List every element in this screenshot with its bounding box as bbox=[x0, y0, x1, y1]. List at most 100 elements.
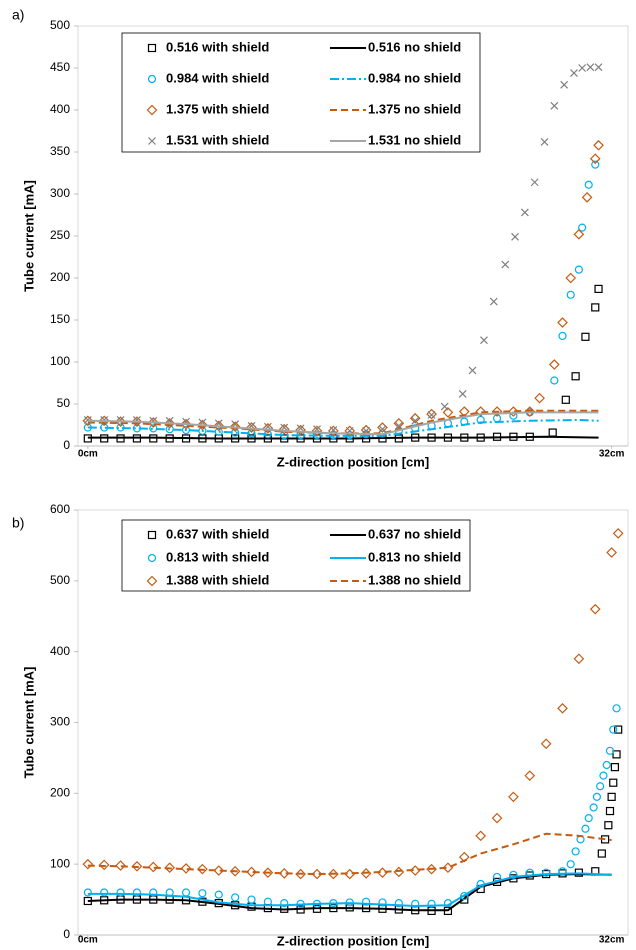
marker bbox=[213, 865, 225, 876]
legend-box bbox=[121, 32, 481, 153]
marker bbox=[198, 889, 207, 898]
marker bbox=[614, 725, 623, 734]
marker bbox=[378, 425, 387, 434]
marker bbox=[229, 421, 241, 433]
marker bbox=[280, 899, 289, 908]
marker bbox=[468, 366, 477, 375]
marker bbox=[584, 180, 593, 189]
marker bbox=[411, 416, 420, 425]
marker bbox=[458, 389, 467, 398]
marker bbox=[164, 862, 176, 874]
y-tick-label: 200 bbox=[50, 786, 70, 800]
marker bbox=[597, 849, 606, 858]
marker bbox=[475, 406, 487, 417]
legend-label: 1.375 no shield bbox=[368, 101, 461, 116]
marker bbox=[561, 395, 570, 404]
marker bbox=[295, 868, 306, 880]
marker bbox=[328, 425, 339, 437]
y-tick-label: 300 bbox=[50, 715, 70, 729]
marker bbox=[578, 64, 587, 72]
legend-label: 1.531 no shield bbox=[368, 132, 461, 147]
marker bbox=[571, 372, 580, 381]
marker bbox=[605, 806, 615, 816]
marker bbox=[377, 422, 388, 433]
marker bbox=[550, 376, 559, 385]
marker bbox=[197, 863, 208, 875]
marker bbox=[508, 406, 519, 417]
marker bbox=[231, 893, 240, 902]
marker bbox=[593, 139, 604, 151]
marker bbox=[489, 297, 498, 306]
marker bbox=[116, 888, 125, 897]
marker bbox=[378, 898, 387, 907]
marker bbox=[100, 888, 109, 897]
legend-label: 1.388 no shield bbox=[368, 572, 461, 587]
y-tick-label: 250 bbox=[50, 228, 70, 242]
series-group bbox=[82, 63, 604, 443]
x-tick-label: 0cm bbox=[78, 449, 98, 460]
legend-label: 0.637 no shield bbox=[368, 526, 461, 541]
marker bbox=[361, 897, 371, 906]
marker bbox=[148, 137, 156, 145]
legend-label: 0.984 with shield bbox=[166, 70, 269, 85]
marker bbox=[602, 760, 611, 770]
marker bbox=[520, 208, 529, 217]
marker bbox=[606, 547, 617, 558]
y-tick-label: 100 bbox=[50, 856, 70, 870]
y-tick-label: 500 bbox=[50, 18, 70, 32]
marker bbox=[492, 872, 502, 882]
y-axis-title: Tube current [mA] bbox=[21, 667, 36, 779]
y-tick-label: 500 bbox=[50, 573, 70, 587]
marker bbox=[147, 553, 157, 563]
marker bbox=[83, 888, 92, 897]
marker bbox=[508, 791, 519, 803]
marker bbox=[594, 63, 603, 72]
marker bbox=[344, 425, 356, 437]
marker bbox=[589, 803, 598, 812]
y-tick-label: 0 bbox=[63, 927, 70, 941]
panel-label: b) bbox=[12, 515, 24, 531]
y-tick-label: 150 bbox=[50, 312, 70, 326]
marker bbox=[147, 74, 157, 84]
y-tick-label: 400 bbox=[50, 102, 70, 116]
x-tick-label: 0cm bbox=[78, 935, 98, 946]
legend-label: 0.984 no shield bbox=[368, 70, 461, 85]
marker bbox=[607, 792, 616, 801]
marker bbox=[509, 870, 518, 879]
marker bbox=[566, 290, 575, 299]
marker bbox=[262, 867, 274, 879]
marker bbox=[540, 137, 549, 146]
marker bbox=[213, 420, 225, 432]
marker bbox=[540, 738, 552, 750]
x-tick-label: 32cm bbox=[599, 935, 625, 946]
legend-label: 0.516 no shield bbox=[368, 39, 461, 54]
marker bbox=[278, 868, 290, 879]
marker bbox=[542, 868, 551, 877]
y-tick-label: 0 bbox=[63, 438, 70, 452]
marker bbox=[115, 416, 126, 427]
marker bbox=[584, 814, 593, 823]
marker bbox=[180, 418, 192, 430]
x-axis-title: Z-direction position [cm] bbox=[277, 454, 429, 469]
marker bbox=[311, 868, 323, 880]
marker bbox=[605, 746, 615, 755]
marker bbox=[394, 421, 403, 430]
marker bbox=[82, 415, 94, 427]
marker bbox=[147, 861, 159, 873]
marker bbox=[115, 860, 126, 871]
marker bbox=[560, 80, 569, 89]
marker bbox=[571, 847, 580, 856]
line bbox=[87, 832, 612, 876]
marker bbox=[427, 899, 436, 908]
marker bbox=[411, 899, 420, 908]
y-tick-label: 450 bbox=[50, 60, 70, 74]
marker bbox=[181, 425, 191, 435]
line bbox=[87, 418, 599, 437]
marker bbox=[311, 425, 323, 437]
x-tick-label: 32cm bbox=[599, 449, 625, 460]
marker bbox=[440, 402, 449, 411]
legend-label: 1.531 with shield bbox=[166, 132, 269, 147]
legend-label: 1.375 with shield bbox=[166, 101, 269, 116]
marker bbox=[581, 824, 590, 833]
